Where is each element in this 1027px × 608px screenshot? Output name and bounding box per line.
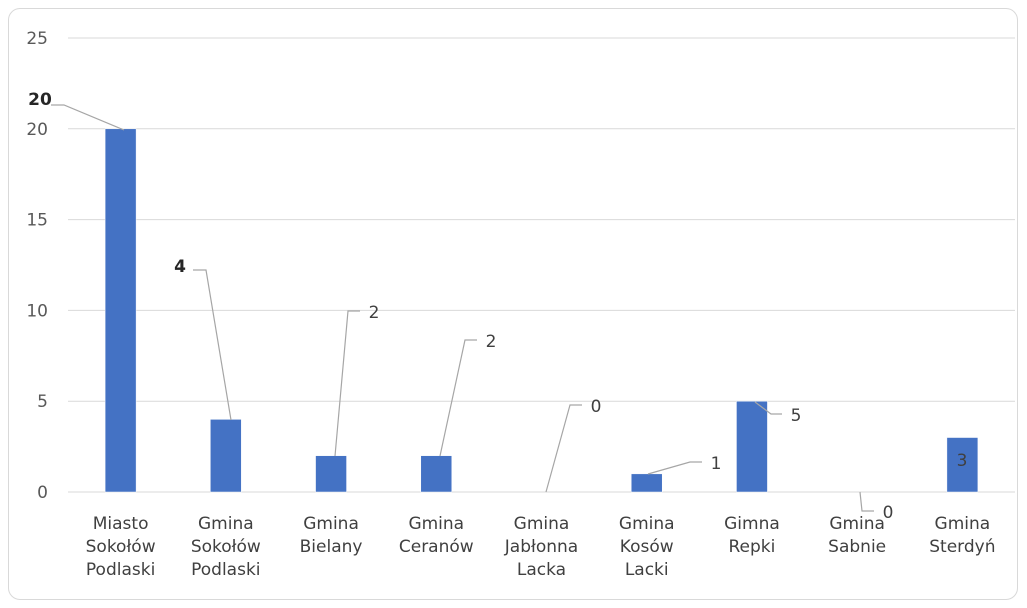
x-tick-label: Miasto Sokołów Podlaski — [86, 514, 156, 580]
y-tick-label: 15 — [26, 211, 48, 231]
bar — [630, 473, 663, 493]
x-tick-label: Gmina Sterdyń — [929, 514, 995, 557]
bar — [104, 128, 137, 493]
bar — [210, 419, 242, 493]
y-tick-label: 5 — [37, 392, 48, 412]
bar — [420, 455, 453, 493]
data-label: 4 — [174, 257, 186, 277]
data-label: 2 — [369, 303, 380, 323]
x-tick-label: Gmina Kosów Lacki — [619, 514, 675, 580]
data-label: 1 — [711, 454, 722, 474]
x-tick-label: Gmina Sokołów Podlaski — [191, 514, 261, 580]
chart-frame — [8, 8, 1018, 600]
data-label: 0 — [883, 503, 894, 523]
y-tick-label: 10 — [26, 301, 48, 321]
y-tick-label: 0 — [37, 483, 48, 503]
x-tick-label: Gmina Jabłonna Lacka — [504, 514, 578, 580]
data-label: 5 — [791, 406, 802, 426]
x-tick-label: Gmina Ceranów — [399, 514, 474, 557]
leader-line — [334, 310, 360, 457]
x-tick-label: Gimna Repki — [724, 514, 780, 557]
leader-line — [754, 401, 782, 415]
leader-line — [647, 461, 702, 475]
y-tick-label: 20 — [26, 120, 48, 140]
bar — [736, 400, 768, 493]
x-tick-label: Gmina Sabnie — [828, 514, 886, 557]
bar — [946, 437, 979, 493]
leader-line — [545, 404, 582, 493]
leader-line — [859, 491, 874, 512]
data-label: 0 — [591, 397, 602, 417]
data-label: 20 — [28, 90, 52, 110]
leader-line — [193, 269, 232, 421]
leader-line — [439, 339, 477, 457]
y-tick-label: 25 — [26, 29, 48, 49]
leader-line — [51, 104, 125, 131]
bar — [315, 455, 347, 493]
data-label: 3 — [957, 451, 968, 471]
data-label: 2 — [486, 332, 497, 352]
x-tick-label: Gmina Bielany — [300, 514, 363, 557]
